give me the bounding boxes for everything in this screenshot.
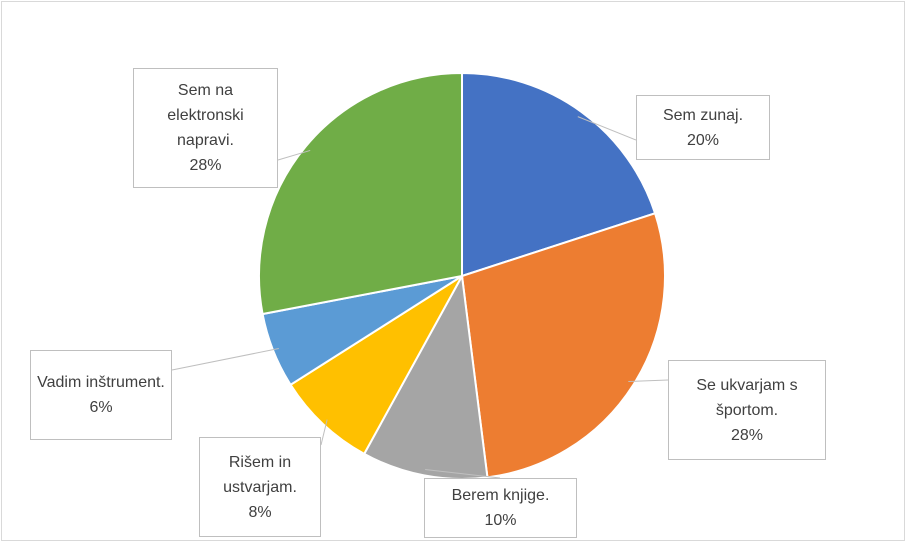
category-label: Se ukvarjam s športom. <box>696 376 798 419</box>
data-label: Rišem in ustvarjam. 8% <box>199 437 321 537</box>
value-label: 8% <box>248 503 272 521</box>
value-label: 6% <box>89 399 113 416</box>
pie-slice <box>461 71 657 278</box>
data-label: Sem na elektronski napravi. 28% <box>133 68 278 188</box>
pie-slice <box>362 272 489 480</box>
value-label: 20% <box>686 131 720 149</box>
category-label: Sem na elektronski napravi. <box>167 82 244 149</box>
leader-line <box>577 116 637 141</box>
pie-slice <box>460 212 666 479</box>
category-label: Rišem in ustvarjam. <box>223 453 297 496</box>
leader-line <box>320 419 328 446</box>
category-label: Berem knjige. <box>451 487 550 504</box>
category-label: Sem zunaj. <box>662 106 744 124</box>
leader-line <box>628 379 669 383</box>
value-label: 28% <box>189 157 222 174</box>
category-label: Vadim inštrument. <box>37 374 165 391</box>
data-label: Berem knjige. 10% <box>424 478 577 538</box>
data-label: Sem zunaj. 20% <box>636 95 770 160</box>
pie-slice <box>258 71 463 316</box>
leader-line <box>425 469 501 479</box>
value-label: 28% <box>730 426 764 444</box>
value-label: 10% <box>484 512 517 529</box>
data-label: Vadim inštrument. 6% <box>30 350 172 440</box>
pie-slice <box>289 275 463 456</box>
data-label: Se ukvarjam s športom. 28% <box>668 360 826 460</box>
leader-line <box>277 149 311 161</box>
leader-line <box>171 348 279 371</box>
